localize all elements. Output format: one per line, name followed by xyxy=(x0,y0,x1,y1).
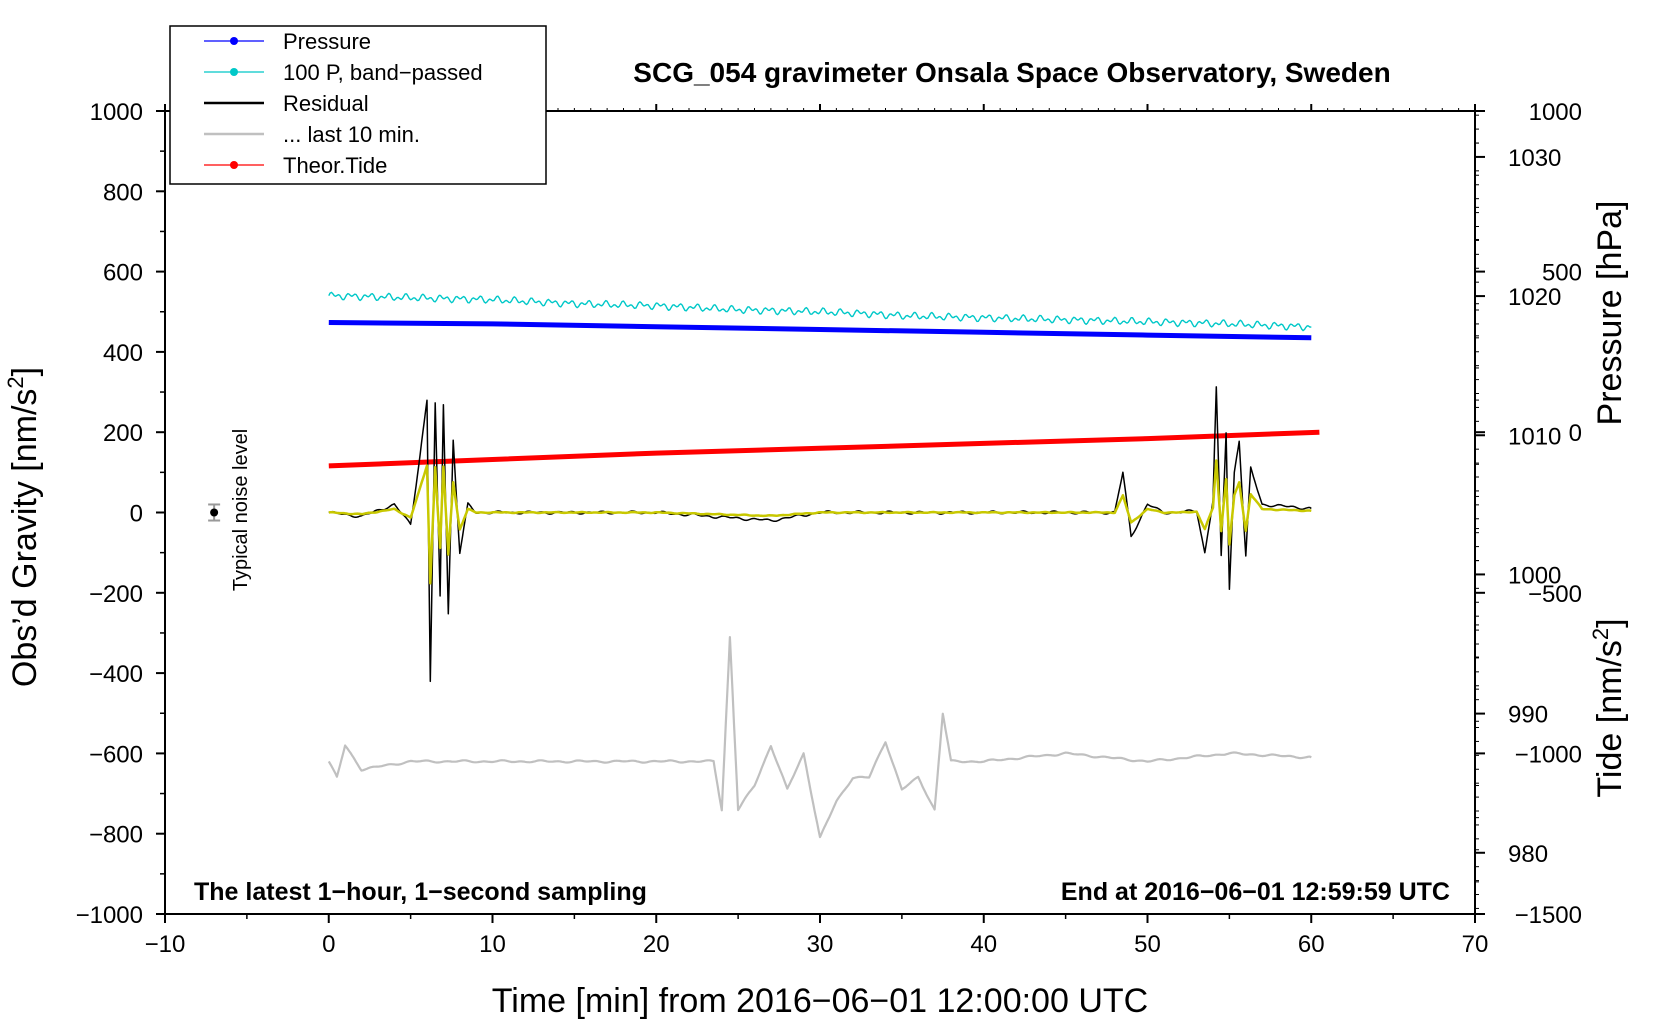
tide-tick-label: 1000 xyxy=(1529,99,1582,126)
x-tick-label: 60 xyxy=(1298,931,1325,958)
tide-axis-ticks: −1500 −1000 −500 0 500 1000 xyxy=(1475,99,1582,929)
legend-label: ... last 10 min. xyxy=(283,122,420,147)
x-tick-label: 70 xyxy=(1462,931,1489,958)
pressure-tick-label: 990 xyxy=(1508,702,1548,729)
tide-axis-title-sup: 2 xyxy=(1588,628,1613,640)
tide-tick-label: −500 xyxy=(1528,581,1582,608)
y-tick-label: 200 xyxy=(103,420,143,447)
x-tick-label: 10 xyxy=(479,931,506,958)
tide-tick-label: 0 xyxy=(1569,420,1582,447)
x-axis-ticks: −10 0 10 20 30 40 50 60 70 xyxy=(145,104,1489,958)
y-tick-label: −1000 xyxy=(76,902,143,929)
legend-marker xyxy=(230,68,238,76)
legend-label: Theor.Tide xyxy=(283,153,387,178)
legend-marker xyxy=(230,161,238,169)
legend-label: Residual xyxy=(283,91,369,116)
y-tick-label: 0 xyxy=(130,501,143,528)
y-tick-label: −600 xyxy=(89,741,143,768)
noise-dot xyxy=(210,508,219,517)
y-tick-label: −800 xyxy=(89,822,143,849)
y-tick-label: 800 xyxy=(103,179,143,206)
x-tick-label: 20 xyxy=(643,931,670,958)
tide-axis-title: Tide [nm/s2] xyxy=(1588,618,1629,797)
legend-label: 100 P, band−passed xyxy=(283,60,483,85)
bandpass-series xyxy=(328,291,1312,332)
y-tick-label: 400 xyxy=(103,340,143,367)
x-tick-label: 50 xyxy=(1134,931,1161,958)
annotation-right: End at 2016−06−01 12:59:59 UTC xyxy=(1061,878,1450,906)
legend-marker xyxy=(230,37,238,45)
legend: Pressure 100 P, band−passed Residual ... la… xyxy=(169,25,547,185)
pressure-tick-label: 1000 xyxy=(1508,562,1561,589)
pressure-tick-label: 1030 xyxy=(1508,145,1561,172)
pressure-tick-label: 980 xyxy=(1508,841,1548,868)
noise-marker xyxy=(208,503,221,522)
pressure-axis-title: Pressure [hPa] xyxy=(1591,201,1629,426)
y-axis-ticks: −1000 −800 −600 −400 −200 0 200 400 600 800 1000 xyxy=(76,99,165,929)
y-axis-title-sup: 2 xyxy=(3,376,28,388)
series-layer xyxy=(327,291,1320,839)
y-tick-label: −400 xyxy=(89,661,143,688)
tide-axis-title-close: ] xyxy=(1591,618,1629,627)
plot-frame xyxy=(164,110,1476,915)
x-tick-label: 40 xyxy=(970,931,997,958)
x-tick-label: 0 xyxy=(322,931,335,958)
last10-series xyxy=(327,636,1312,839)
pressure-axis-ticks: 980 990 1000 1010 1020 1030 xyxy=(1475,114,1561,909)
x-tick-label: −10 xyxy=(145,931,186,958)
pressure-series xyxy=(328,320,1312,341)
annotation-left: The latest 1−hour, 1−second sampling xyxy=(194,878,647,906)
tide-axis-title-main: Tide [nm/s xyxy=(1591,640,1629,797)
noise-label: Typical noise level xyxy=(230,429,252,591)
y-axis-title-main: Obs’d Gravity [nm/s xyxy=(6,389,44,688)
tide-tick-label: −1500 xyxy=(1515,902,1582,929)
pressure-tick-label: 1010 xyxy=(1508,423,1561,450)
legend-box xyxy=(169,25,547,185)
tide-tick-label: 500 xyxy=(1542,260,1582,287)
x-axis-title: Time [min] from 2016−06−01 12:00:00 UTC xyxy=(492,982,1148,1020)
y-axis-title-close: ] xyxy=(6,367,44,376)
pressure-tick-label: 1020 xyxy=(1508,284,1561,311)
y-axis-title: Obs’d Gravity [nm/s2] xyxy=(3,367,44,687)
filtered-residual-series xyxy=(328,459,1312,585)
y-tick-label: 600 xyxy=(103,260,143,287)
x-tick-label: 30 xyxy=(807,931,834,958)
chart-title: SCG_054 gravimeter Onsala Space Observat… xyxy=(633,57,1390,88)
y-tick-label: 1000 xyxy=(90,99,143,126)
tide-series xyxy=(328,429,1320,469)
legend-label: Pressure xyxy=(283,29,371,54)
tide-tick-label: −1000 xyxy=(1515,741,1582,768)
y-tick-label: −200 xyxy=(89,581,143,608)
